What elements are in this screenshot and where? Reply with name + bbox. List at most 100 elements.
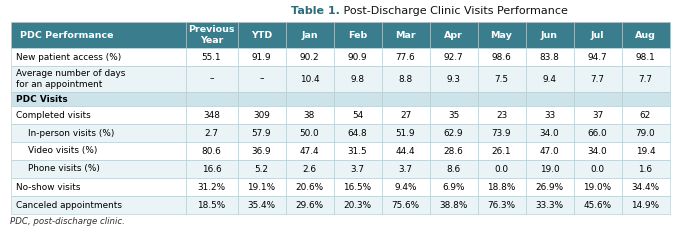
Text: 90.9: 90.9 xyxy=(347,53,367,62)
Bar xyxy=(477,22,526,48)
Bar xyxy=(10,196,186,214)
Bar xyxy=(477,142,526,160)
Bar xyxy=(622,106,670,124)
Text: Completed visits: Completed visits xyxy=(16,111,90,120)
Bar xyxy=(286,142,333,160)
Text: 14.9%: 14.9% xyxy=(632,200,660,210)
Text: 23: 23 xyxy=(496,111,507,120)
Text: 35.4%: 35.4% xyxy=(248,200,275,210)
Text: 16.5%: 16.5% xyxy=(343,183,371,191)
Text: –: – xyxy=(209,74,214,84)
Text: 8.6: 8.6 xyxy=(447,164,460,174)
Text: 34.4%: 34.4% xyxy=(632,183,660,191)
Bar xyxy=(526,124,573,142)
Bar xyxy=(237,124,286,142)
Text: 20.3%: 20.3% xyxy=(343,200,371,210)
Bar xyxy=(622,178,670,196)
Bar xyxy=(10,160,186,178)
Bar xyxy=(286,22,333,48)
Text: 7.7: 7.7 xyxy=(639,74,653,84)
Bar xyxy=(381,106,430,124)
Text: 83.8: 83.8 xyxy=(539,53,560,62)
Bar xyxy=(286,48,333,66)
Bar xyxy=(430,160,477,178)
Text: 38: 38 xyxy=(304,111,316,120)
Text: Phone visits (%): Phone visits (%) xyxy=(27,164,99,174)
Bar xyxy=(573,22,622,48)
Text: 66.0: 66.0 xyxy=(588,128,607,137)
Text: 1.6: 1.6 xyxy=(639,164,653,174)
Bar xyxy=(286,92,333,106)
Text: 3.7: 3.7 xyxy=(398,164,413,174)
Bar xyxy=(381,196,430,214)
Bar xyxy=(10,66,186,92)
Bar xyxy=(286,178,333,196)
Text: 90.2: 90.2 xyxy=(300,53,320,62)
Bar xyxy=(526,160,573,178)
Bar xyxy=(186,66,237,92)
Text: 77.6: 77.6 xyxy=(396,53,415,62)
Text: 9.3: 9.3 xyxy=(447,74,460,84)
Text: 62.9: 62.9 xyxy=(443,128,463,137)
Text: 98.6: 98.6 xyxy=(492,53,511,62)
Bar xyxy=(333,160,381,178)
Text: 31.5: 31.5 xyxy=(347,147,367,155)
Text: 29.6%: 29.6% xyxy=(295,200,324,210)
Text: 64.8: 64.8 xyxy=(347,128,367,137)
Bar xyxy=(333,66,381,92)
Bar xyxy=(526,196,573,214)
Bar xyxy=(381,66,430,92)
Text: Aug: Aug xyxy=(635,31,656,39)
Bar xyxy=(381,92,430,106)
Bar xyxy=(237,66,286,92)
Bar xyxy=(477,92,526,106)
Text: Canceled appointments: Canceled appointments xyxy=(16,200,122,210)
Bar xyxy=(10,48,186,66)
Text: 9.8: 9.8 xyxy=(350,74,364,84)
Bar xyxy=(286,66,333,92)
Text: 57.9: 57.9 xyxy=(252,128,271,137)
Bar xyxy=(186,48,237,66)
Bar xyxy=(186,124,237,142)
Bar xyxy=(381,48,430,66)
Bar xyxy=(573,142,622,160)
Bar xyxy=(186,106,237,124)
Bar xyxy=(237,142,286,160)
Text: 9.4: 9.4 xyxy=(543,74,556,84)
Text: 348: 348 xyxy=(203,111,220,120)
Text: 98.1: 98.1 xyxy=(636,53,656,62)
Text: 2.7: 2.7 xyxy=(205,128,218,137)
Bar xyxy=(237,160,286,178)
Text: Jan: Jan xyxy=(301,31,318,39)
Bar xyxy=(333,106,381,124)
Text: 91.9: 91.9 xyxy=(252,53,271,62)
Bar xyxy=(286,196,333,214)
Bar xyxy=(477,196,526,214)
Bar xyxy=(381,142,430,160)
Bar xyxy=(186,92,237,106)
Bar xyxy=(526,178,573,196)
Bar xyxy=(237,92,286,106)
Bar xyxy=(430,92,477,106)
Text: YTD: YTD xyxy=(251,31,272,39)
Text: 54: 54 xyxy=(352,111,363,120)
Text: 18.5%: 18.5% xyxy=(197,200,226,210)
Bar xyxy=(10,92,186,106)
Text: 35: 35 xyxy=(448,111,459,120)
Bar xyxy=(526,106,573,124)
Bar xyxy=(381,178,430,196)
Bar xyxy=(237,48,286,66)
Bar xyxy=(622,66,670,92)
Text: 8.8: 8.8 xyxy=(398,74,413,84)
Bar xyxy=(573,92,622,106)
Bar xyxy=(10,178,186,196)
Bar xyxy=(430,48,477,66)
Text: 28.6: 28.6 xyxy=(443,147,463,155)
Bar xyxy=(526,48,573,66)
Text: 19.0: 19.0 xyxy=(540,164,560,174)
Text: 2.6: 2.6 xyxy=(303,164,316,174)
Bar xyxy=(186,196,237,214)
Text: New patient access (%): New patient access (%) xyxy=(16,53,121,62)
Text: 10.4: 10.4 xyxy=(300,74,320,84)
Bar xyxy=(573,106,622,124)
